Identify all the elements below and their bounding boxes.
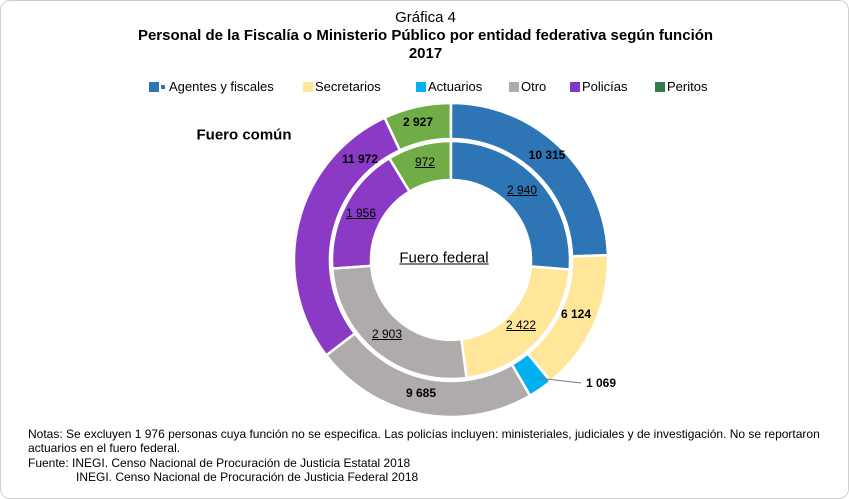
inner-slice-polic-as — [330, 156, 412, 270]
inner-ring-title: Fuero federal — [399, 249, 489, 267]
label-outer-agentes: 10 315 — [528, 148, 566, 162]
label-outer-actuarios: 1 069 — [585, 376, 617, 390]
legend-peritos: Peritos — [655, 79, 707, 94]
legend-actuarios: Actuarios — [416, 79, 482, 94]
source-line-2: INEGI. Censo Nacional de Procuración de … — [76, 470, 419, 484]
legend-label: Actuarios — [428, 79, 483, 94]
outer-slice-secretarios — [526, 253, 610, 384]
notes-text: Notas: Se excluyen 1 976 personas cuya f… — [28, 427, 820, 455]
leader-line — [537, 377, 582, 384]
legend-label: Secretarios — [315, 79, 381, 94]
outer-slice-agentes-y-fiscales — [449, 101, 610, 258]
label-inner-policias: 1 956 — [345, 206, 377, 220]
source-line-1: Fuente: INEGI. Censo Nacional de Procura… — [28, 456, 411, 470]
label-outer-peritos: 2 927 — [402, 115, 434, 129]
label-outer-secretarios: 6 124 — [560, 307, 592, 321]
inner-slice-agentes-y-fiscales — [449, 139, 572, 271]
legend-label: Agentes y fiscales — [169, 79, 274, 94]
outer-slice-actuarios — [510, 351, 553, 398]
outer-ring-title: Fuero común — [196, 126, 292, 144]
legend-otro: Otro — [509, 79, 546, 94]
chart-year: 2017 — [408, 45, 443, 62]
legend-policias: Policías — [570, 79, 628, 94]
outer-slice-polic-as — [292, 116, 402, 358]
label-inner-agentes: 2 940 — [506, 183, 538, 197]
outer-slice-otro — [324, 331, 532, 419]
label-inner-otro: 2 903 — [371, 327, 403, 341]
legend-label: Otro — [521, 79, 547, 94]
chart-title: Personal de la Fiscalía o Ministerio Púb… — [137, 27, 714, 44]
legend-label: Policías — [582, 79, 628, 94]
label-inner-secretarios: 2 422 — [505, 318, 537, 332]
legend-secretarios: Secretarios — [303, 79, 381, 94]
chart-label: Gráfica 4 — [395, 9, 456, 26]
legend-label: Peritos — [667, 79, 708, 94]
label-outer-policias: 11 972 — [341, 152, 379, 166]
label-outer-otro: 9 685 — [405, 386, 437, 400]
inner-slice-otro — [330, 264, 469, 381]
legend-agentes: Agentes y fiscales — [149, 79, 274, 94]
inner-slice-secretarios — [460, 265, 571, 380]
label-inner-peritos: 972 — [414, 155, 436, 169]
